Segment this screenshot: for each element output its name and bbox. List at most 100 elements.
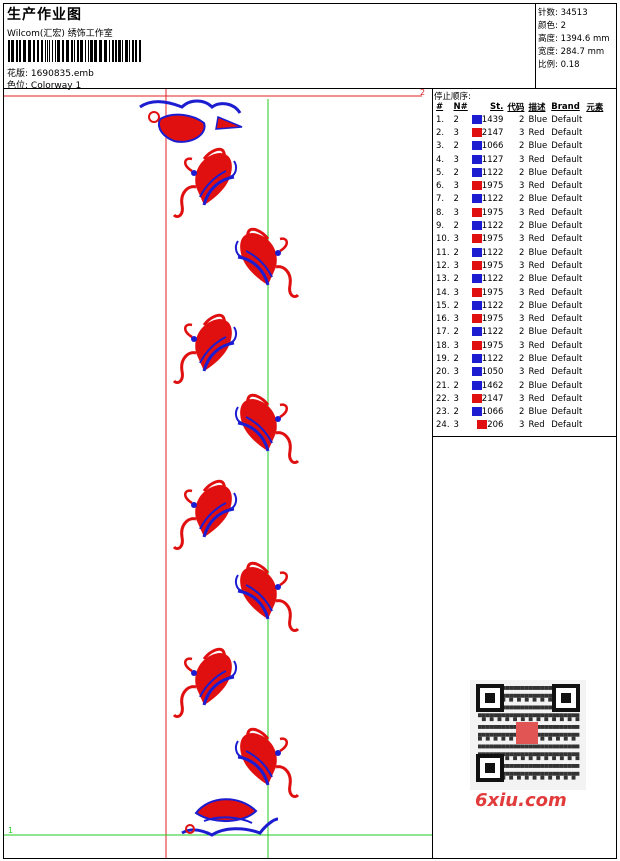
barcode-bar	[71, 40, 73, 62]
qr-module	[493, 732, 498, 737]
table-row: 16. 3 1975 3 Red Default	[434, 312, 605, 325]
color-swatch	[471, 234, 482, 244]
table-row: 8. 3 1975 3 Red Default	[434, 206, 605, 219]
row-description: Blue	[528, 380, 548, 391]
row-code: 3	[519, 420, 525, 431]
row-description: Red	[528, 340, 545, 351]
qr-module	[517, 752, 521, 757]
row-index: 1.	[436, 114, 445, 125]
row-index: 16.	[436, 314, 450, 325]
qr-module	[556, 775, 560, 780]
barcode-bar	[66, 40, 69, 62]
info-scale: 比例: 0.18	[538, 60, 580, 70]
barcode-bar	[94, 40, 97, 62]
row-element	[584, 140, 605, 153]
row-index: 12.	[436, 260, 450, 271]
row-description: Red	[528, 367, 545, 378]
row-index: 5.	[436, 167, 445, 178]
row-code: 2	[519, 300, 525, 311]
qr-module	[528, 705, 533, 710]
qr-module	[517, 713, 521, 718]
motif-4	[236, 395, 298, 462]
row-needle: 2	[453, 274, 459, 285]
table-row: 21. 2 1462 2 Blue Default	[434, 379, 605, 392]
qr-module	[563, 771, 568, 776]
color-swatch	[471, 274, 482, 284]
qr-module	[485, 725, 490, 729]
qr-module	[532, 752, 537, 757]
row-description: Red	[528, 154, 545, 165]
row-needle: 3	[453, 181, 459, 192]
qr-module	[575, 764, 580, 768]
qr-module	[520, 752, 525, 757]
row-element	[584, 126, 605, 139]
qr-module	[556, 713, 560, 718]
qr-module	[563, 764, 568, 768]
qr-module	[485, 713, 490, 718]
qr-module	[528, 713, 533, 718]
table-row: 23. 2 1066 2 Blue Default	[434, 406, 605, 419]
color-swatch	[471, 260, 482, 270]
stitch-count: 1122	[481, 327, 504, 338]
row-description: Blue	[528, 274, 548, 285]
qr-module	[559, 732, 564, 737]
table-row: 5. 2 1122 2 Blue Default	[434, 166, 605, 179]
qr-module	[548, 732, 553, 737]
barcode-bar	[99, 40, 102, 62]
row-element	[584, 406, 605, 419]
motif-7	[172, 647, 238, 719]
qr-module	[563, 713, 568, 718]
table-row: 1. 2 1439 2 Blue Default	[434, 113, 605, 126]
info-height: 高度: 1394.6 mm	[538, 34, 610, 44]
row-brand: Default	[551, 221, 583, 232]
barcode-bar	[129, 40, 130, 62]
qr-module	[509, 705, 514, 710]
col-element: 元素	[586, 103, 604, 113]
qr-module	[536, 732, 541, 737]
qr-module	[552, 717, 556, 722]
qr-module	[567, 752, 572, 757]
qr-module	[571, 732, 576, 737]
barcode-bar	[115, 40, 117, 62]
row-needle: 2	[453, 167, 459, 178]
qr-module	[485, 736, 490, 741]
qr-module	[563, 775, 568, 780]
row-element	[584, 246, 605, 259]
row-brand: Default	[551, 234, 583, 245]
qr-module	[532, 686, 537, 690]
row-code: 3	[519, 287, 525, 298]
bottom-cloud-motif	[181, 798, 279, 837]
row-index: 9.	[436, 221, 445, 232]
color-swatch	[471, 141, 482, 151]
qr-module	[536, 756, 541, 761]
qr-module	[513, 756, 517, 761]
row-index: 3.	[436, 141, 445, 152]
qr-module	[552, 764, 556, 768]
motif-5	[172, 479, 238, 551]
qr-module	[548, 693, 553, 698]
qr-module	[544, 744, 549, 749]
qr-module	[489, 713, 494, 718]
qr-finder	[552, 684, 580, 712]
qr-module	[520, 744, 525, 749]
barcode-bar	[139, 40, 141, 62]
qr-module	[575, 713, 580, 718]
motif-6	[236, 563, 298, 630]
qr-module	[493, 744, 498, 749]
qr-module	[509, 697, 514, 702]
row-element	[584, 219, 605, 232]
qr-module	[556, 736, 560, 741]
motif-2	[236, 229, 298, 296]
row-element	[584, 339, 605, 352]
row-stitches: 1975	[470, 286, 506, 299]
row-brand: Default	[551, 127, 583, 138]
stitch-count: 1462	[481, 380, 504, 391]
row-element	[584, 352, 605, 365]
qr-module	[505, 713, 510, 718]
qr-module	[544, 686, 549, 690]
stop-sequence-title: 停止顺序:	[434, 92, 471, 102]
barcode-bar	[45, 40, 46, 62]
qr-module	[524, 744, 529, 749]
row-stitches: 2147	[470, 126, 506, 139]
qr-module	[532, 764, 537, 768]
